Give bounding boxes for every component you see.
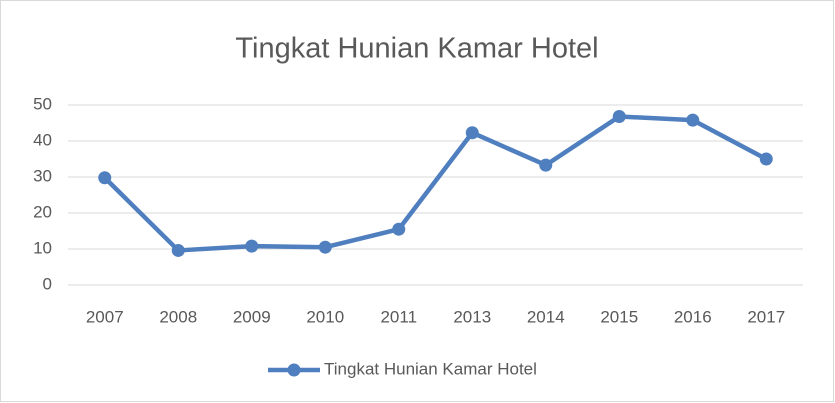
marker [98,171,112,185]
marker [612,110,626,124]
line [103,114,768,253]
y-tick-label: 40 [33,130,52,149]
marker [318,240,332,254]
marker [392,222,406,236]
legend-label: Tingkat Hunian Kamar Hotel [324,359,537,378]
marker [465,126,479,140]
x-tick-label: 2009 [233,307,271,326]
marker [686,113,700,127]
x-tick-label: 2014 [527,307,565,326]
x-tick-label: 2015 [600,307,638,326]
y-tick-label: 50 [33,94,52,113]
marker [245,239,259,253]
y-tick-label: 30 [33,166,52,185]
chart-title: Tingkat Hunian Kamar Hotel [235,33,598,65]
x-tick-label: 2007 [86,307,124,326]
marker [171,243,185,257]
legend-marker [287,363,301,377]
y-tick-label: 20 [33,202,52,221]
marker [759,152,773,166]
x-tick-label: 2011 [380,307,417,326]
y-tick-label: 10 [33,238,52,257]
x-tick-label: 2016 [674,307,712,326]
marker [539,158,553,172]
x-tick-label: 2010 [306,307,344,326]
x-tick-label: 2013 [453,307,491,326]
x-tick-label: 2017 [747,307,785,326]
y-tick-label: 0 [43,274,52,293]
x-tick-label: 2008 [159,307,197,326]
